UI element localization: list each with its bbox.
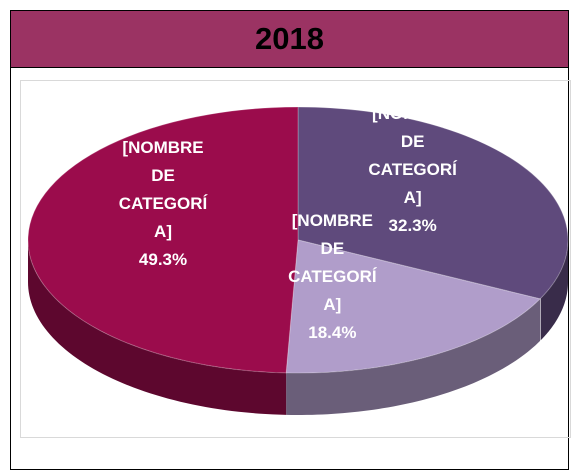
pie-slice — [285, 239, 542, 374]
data-label: [NOMBRE DE CATEGORÍA] 18.4% — [286, 207, 378, 347]
chart-title: 2018 — [10, 10, 569, 68]
pie-slice-side — [286, 298, 541, 415]
category-label: [NOMBRE DE CATEGORÍA] — [368, 103, 457, 207]
pie-slice-side — [540, 240, 568, 341]
value-label: 32.3% — [388, 215, 437, 235]
pie-slice — [27, 106, 299, 374]
pie-slice — [297, 106, 569, 300]
value-label: 49.3% — [138, 249, 188, 269]
data-label: [NOMBRE DE CATEGORÍA] 49.3% — [117, 134, 209, 274]
pie-slice-side — [28, 240, 287, 415]
data-label: [NOMBRE DE CATEGORÍA] 32.3% — [367, 100, 459, 240]
category-label: [NOMBRE DE CATEGORÍA] — [288, 210, 377, 314]
value-label: 18.4% — [308, 322, 357, 342]
category-label: [NOMBRE DE CATEGORÍA] — [118, 137, 208, 241]
